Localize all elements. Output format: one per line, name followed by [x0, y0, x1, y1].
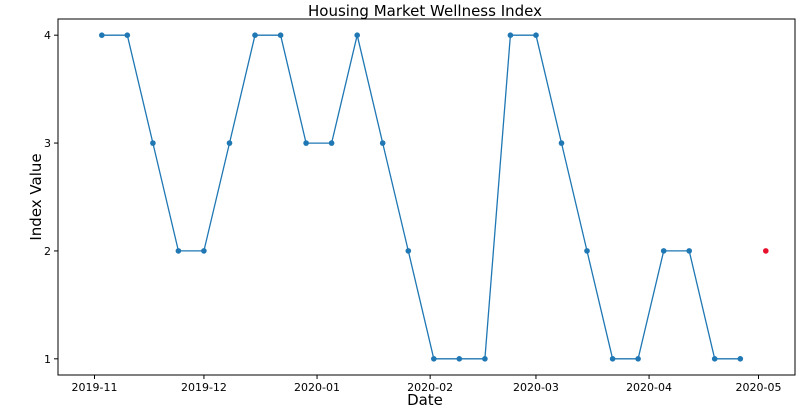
data-point [737, 356, 744, 362]
x-tick-label: 2020-05 [736, 381, 782, 394]
x-tick-label: 2020-02 [407, 381, 453, 394]
y-tick-label: 4 [44, 29, 51, 42]
data-point [226, 140, 233, 146]
data-point [99, 32, 105, 38]
data-point [686, 248, 692, 254]
data-point [482, 356, 488, 362]
y-axis: 1 2 3 4 [44, 29, 58, 366]
data-point [533, 32, 539, 38]
data-point [252, 32, 258, 38]
highlight-point [763, 248, 769, 254]
data-point [175, 248, 182, 254]
data-point [431, 356, 437, 362]
data-point [405, 248, 412, 254]
data-point [456, 356, 463, 362]
plot-frame [57, 18, 796, 376]
x-axis-label: Date [407, 391, 443, 409]
data-point [201, 248, 207, 254]
x-tick-label: 2019-11 [72, 381, 118, 394]
data-point [379, 140, 386, 146]
chart-title: Housing Market Wellness Index [308, 2, 542, 20]
x-tick-label: 2020-01 [294, 381, 340, 394]
data-point [328, 140, 335, 146]
data-point [609, 356, 616, 362]
data-point [635, 356, 641, 362]
y-tick-label: 3 [44, 137, 51, 150]
x-tick-label: 2020-03 [513, 381, 559, 394]
data-point [558, 140, 565, 146]
data-point [354, 32, 361, 38]
data-point [150, 140, 156, 146]
data-point [277, 32, 284, 38]
x-axis: 2019-11 2019-12 2020-01 2020-02 2020-03 2020-… [72, 375, 782, 394]
data-point [507, 32, 514, 38]
y-tick-label: 1 [44, 353, 51, 366]
data-point [303, 140, 309, 146]
x-tick-label: 2020-04 [626, 381, 672, 394]
y-axis-label: Index Value [27, 153, 45, 240]
data-point [584, 248, 590, 254]
data-point [124, 32, 131, 38]
x-tick-label: 2019-12 [181, 381, 227, 394]
data-point [711, 356, 718, 362]
series-layer [99, 32, 769, 362]
series-line [101, 34, 741, 360]
data-point [660, 248, 667, 254]
y-tick-label: 2 [44, 245, 51, 258]
